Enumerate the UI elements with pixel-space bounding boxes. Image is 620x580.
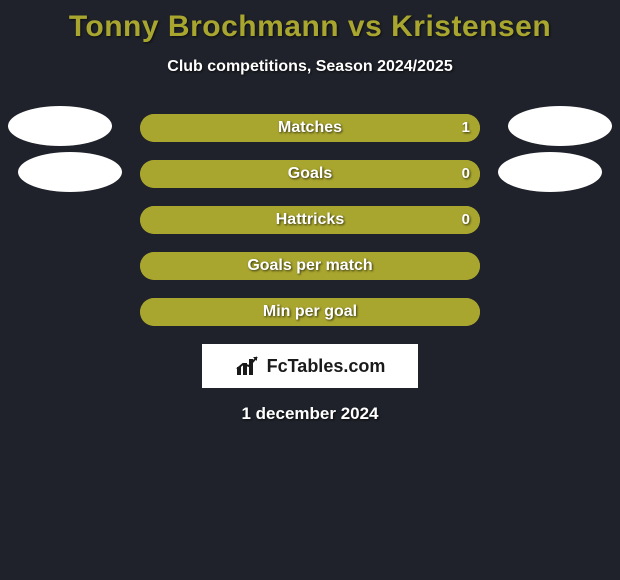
stat-row: Goals0 — [0, 160, 620, 190]
bar-fill-left — [140, 298, 480, 326]
stats-chart: Matches1 Goals0 Hattricks0 Goals per match M… — [0, 114, 620, 328]
bar-fill-left — [140, 114, 480, 142]
stat-row: Hattricks0 — [0, 206, 620, 236]
subtitle: Club competitions, Season 2024/2025 — [0, 58, 620, 76]
bar-track — [140, 160, 480, 188]
bar-track — [140, 114, 480, 142]
value-right: 1 — [462, 114, 470, 142]
value-right: 0 — [462, 206, 470, 234]
value-right: 0 — [462, 160, 470, 188]
brand-text: FcTables.com — [267, 356, 386, 377]
date-stamp: 1 december 2024 — [0, 404, 620, 424]
bar-track — [140, 298, 480, 326]
bar-fill-left — [140, 206, 480, 234]
bar-fill-left — [140, 252, 480, 280]
stat-row: Min per goal — [0, 298, 620, 328]
bar-track — [140, 252, 480, 280]
bar-fill-left — [140, 160, 480, 188]
page-title: Tonny Brochmann vs Kristensen — [0, 0, 620, 44]
stat-row: Goals per match — [0, 252, 620, 282]
brand-badge: FcTables.com — [202, 344, 418, 388]
bar-track — [140, 206, 480, 234]
brand-icon — [235, 355, 261, 377]
stat-row: Matches1 — [0, 114, 620, 144]
comparison-card: Tonny Brochmann vs Kristensen Club compe… — [0, 0, 620, 580]
